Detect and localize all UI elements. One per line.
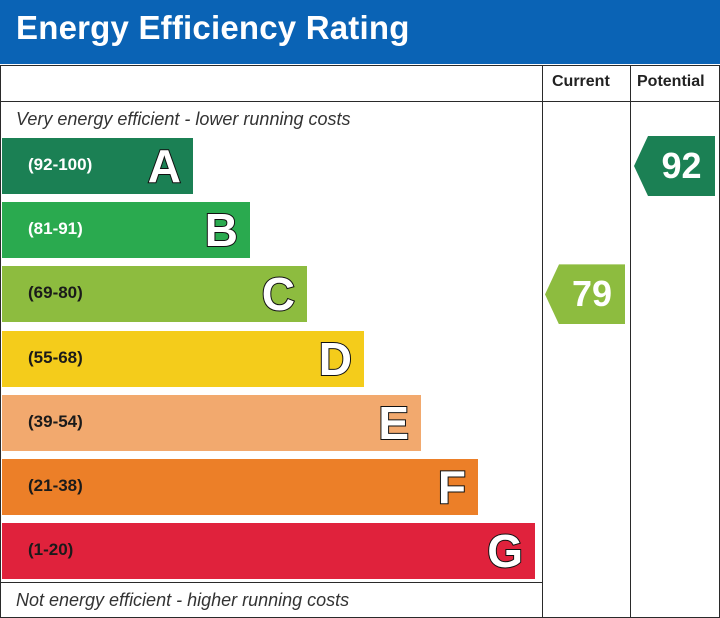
band-range-label: (69-80) (28, 283, 83, 303)
current-rating-value: 79 (571, 273, 613, 315)
band-a: (92-100) A (2, 138, 193, 194)
bottom-caption: Not energy efficient - higher running co… (16, 590, 350, 610)
potential-rating-arrow: 92 (634, 136, 715, 196)
band-range-label: (21-38) (28, 476, 83, 495)
band-g: (1-20) G (2, 523, 535, 580)
chart-header: Energy Efficiency Rating (0, 0, 720, 64)
current-column-divider (542, 65, 543, 617)
band-letter: F (437, 460, 467, 514)
current-column-header: Current (552, 73, 610, 90)
band-d: (55-68) D (2, 330, 364, 387)
band-e: (39-54) E (2, 394, 421, 451)
band-c: (69-80) C (2, 266, 307, 323)
band-letter: E (377, 396, 410, 450)
band-range-label: (55-68) (28, 347, 83, 367)
potential-column-header: Potential (637, 73, 705, 90)
band-range-label: (92-100) (28, 155, 93, 174)
band-letter: D (318, 332, 353, 386)
top-caption: Very energy efficient - lower running co… (16, 109, 351, 129)
band-range-label: (1-20) (28, 540, 74, 560)
band-range-label: (81-91) (28, 219, 83, 239)
band-range-label: (39-54) (28, 411, 83, 431)
band-letter: A (147, 139, 182, 193)
chart-title: Energy Efficiency Rating (16, 9, 410, 46)
band-f: (21-38) F (2, 459, 478, 515)
potential-rating-value: 92 (661, 145, 702, 186)
band-letter: B (204, 203, 239, 257)
footer-row-divider (0, 582, 543, 583)
band-b: (81-91) B (2, 202, 250, 259)
current-rating-arrow: 79 (545, 264, 625, 325)
band-letter: G (486, 524, 524, 578)
header-row-divider (0, 101, 720, 102)
band-letter: C (261, 267, 296, 321)
potential-column-divider (630, 65, 631, 617)
